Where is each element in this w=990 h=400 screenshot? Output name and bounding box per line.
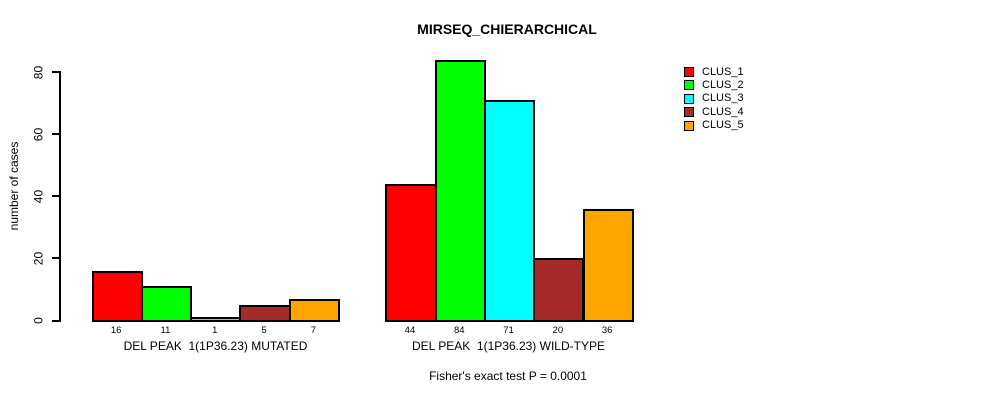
y-tick-mark [52,195,60,198]
bar-clus_4 [239,304,291,323]
y-tick-mark [52,257,60,260]
bar-clus_2 [434,59,486,323]
bar-clus_4 [533,258,585,323]
bar-clus_3 [483,99,536,323]
y-axis-line [59,70,61,322]
y-tick-label: 20 [31,251,46,266]
legend-swatch-clus_2 [684,80,694,91]
legend-swatch-clus_3 [684,93,694,104]
bar-clus_5 [288,298,340,323]
y-tick-mark [52,133,60,136]
fisher-test-annotation: Fisher's exact test P = 0.0001 [429,369,587,383]
bar-value-label: 44 [404,325,416,336]
bar-value-label: 36 [601,325,613,336]
legend-label-clus_4: CLUS_4 [702,105,744,118]
bar-value-label: 7 [310,325,316,336]
bar-clus_1 [91,270,143,323]
y-tick-mark [52,71,60,74]
bar-value-label: 20 [552,325,564,336]
legend-label-clus_5: CLUS_5 [702,119,744,132]
bar-value-label: 16 [110,325,122,336]
legend-swatch-clus_5 [684,120,694,131]
bar-clus_3 [190,317,242,323]
chart-title: MIRSEQ_CHIERARCHICAL [417,21,597,37]
bar-clus_5 [582,208,634,323]
y-tick-label: 80 [31,65,46,79]
bar-value-label: 84 [453,325,465,336]
bar-value-label: 71 [503,325,514,336]
bar-clus_1 [385,183,437,323]
legend-swatch-clus_4 [684,107,694,118]
group-label-mutated: DEL PEAK 1(1P36.23) MUTATED [123,339,308,353]
y-tick-label: 0 [31,317,46,324]
bar-value-label: 1 [212,325,218,336]
y-axis-label: number of cases [7,141,21,231]
legend-label-clus_3: CLUS_3 [702,92,744,105]
y-tick-label: 40 [31,189,46,203]
legend-swatch-clus_1 [684,67,694,77]
group-label-wild-type: DEL PEAK 1(1P36.23) WILD-TYPE [412,339,605,353]
bar-value-label: 11 [160,325,171,336]
y-tick-label: 60 [31,127,46,141]
legend-label-clus_1: CLUS_1 [702,65,744,78]
bar-clus_2 [140,286,193,323]
legend-label-clus_2: CLUS_2 [702,78,744,91]
bar-value-label: 5 [261,325,267,336]
y-tick-mark [52,319,60,322]
